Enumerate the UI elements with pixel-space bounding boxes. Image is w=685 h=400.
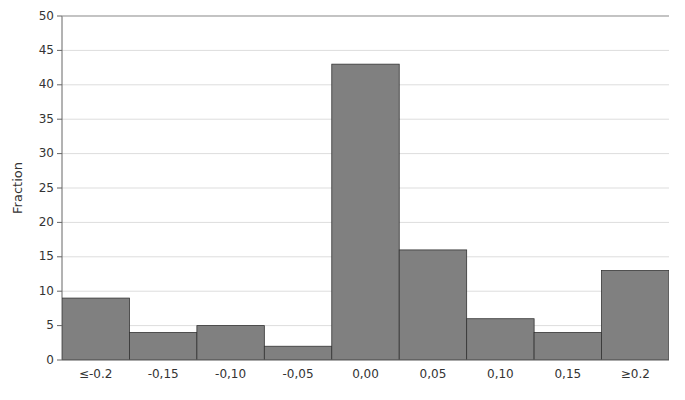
y-axis: 0 5 10 15 20 25 30 35 40 45 50 bbox=[39, 9, 62, 367]
tick-label: 20 bbox=[39, 215, 54, 229]
tick-label: ≥0.2 bbox=[621, 367, 650, 381]
y-axis-label: Fraction bbox=[10, 162, 25, 214]
tick-mark bbox=[57, 153, 62, 154]
tick-label: 25 bbox=[39, 181, 54, 195]
tick-mark bbox=[57, 188, 62, 189]
tick-mark bbox=[57, 360, 62, 361]
tick-label: 5 bbox=[46, 318, 54, 332]
bar bbox=[467, 319, 534, 360]
tick-mark bbox=[57, 325, 62, 326]
tick-label: 30 bbox=[39, 146, 54, 160]
tick-mark bbox=[57, 222, 62, 223]
tick-label: ≤-0.2 bbox=[79, 367, 112, 381]
x-axis-line bbox=[62, 360, 669, 361]
grid bbox=[62, 16, 669, 360]
tick-mark bbox=[57, 16, 62, 17]
bar bbox=[399, 250, 466, 360]
tick-mark bbox=[57, 119, 62, 120]
chart-container: 0 5 10 15 20 25 30 35 40 45 50 ≤-0.2 -0,15 -0,10 -0,05… bbox=[0, 0, 685, 400]
tick-mark bbox=[57, 84, 62, 85]
tick-mark bbox=[57, 50, 62, 51]
bar bbox=[264, 346, 331, 360]
grid-line bbox=[62, 360, 669, 361]
background bbox=[0, 0, 685, 400]
tick-label: -0,15 bbox=[148, 367, 179, 381]
top-border bbox=[62, 16, 669, 17]
chart: 0 5 10 15 20 25 30 35 40 45 50 ≤-0.2 -0,15 -0,10 -0,05… bbox=[0, 0, 685, 400]
tick-label: -0,10 bbox=[215, 367, 246, 381]
tick-label: 0,15 bbox=[554, 367, 581, 381]
bar bbox=[534, 332, 601, 360]
tick-label: 40 bbox=[39, 77, 54, 91]
tick-label: -0,05 bbox=[283, 367, 314, 381]
tick-label: 0,05 bbox=[420, 367, 447, 381]
tick-label: 10 bbox=[39, 284, 54, 298]
bar bbox=[197, 326, 264, 360]
tick-label: 0,10 bbox=[487, 367, 514, 381]
tick-label: 0 bbox=[46, 353, 54, 367]
x-axis: ≤-0.2 -0,15 -0,10 -0,05 0,00 0,05 0,10 0,15 ≥0.2 bbox=[62, 16, 669, 381]
bar bbox=[332, 64, 399, 360]
grid-line bbox=[62, 50, 669, 51]
tick-label: 35 bbox=[39, 112, 54, 126]
tick-mark bbox=[57, 291, 62, 292]
bar bbox=[62, 298, 129, 360]
bar bbox=[129, 332, 196, 360]
grid-line bbox=[62, 16, 669, 17]
tick-label: 50 bbox=[39, 9, 54, 23]
tick-label: 0,00 bbox=[352, 367, 379, 381]
bar bbox=[602, 271, 669, 360]
tick-label: 45 bbox=[39, 43, 54, 57]
tick-label: 15 bbox=[39, 249, 54, 263]
bars bbox=[62, 64, 669, 360]
tick-mark bbox=[57, 256, 62, 257]
